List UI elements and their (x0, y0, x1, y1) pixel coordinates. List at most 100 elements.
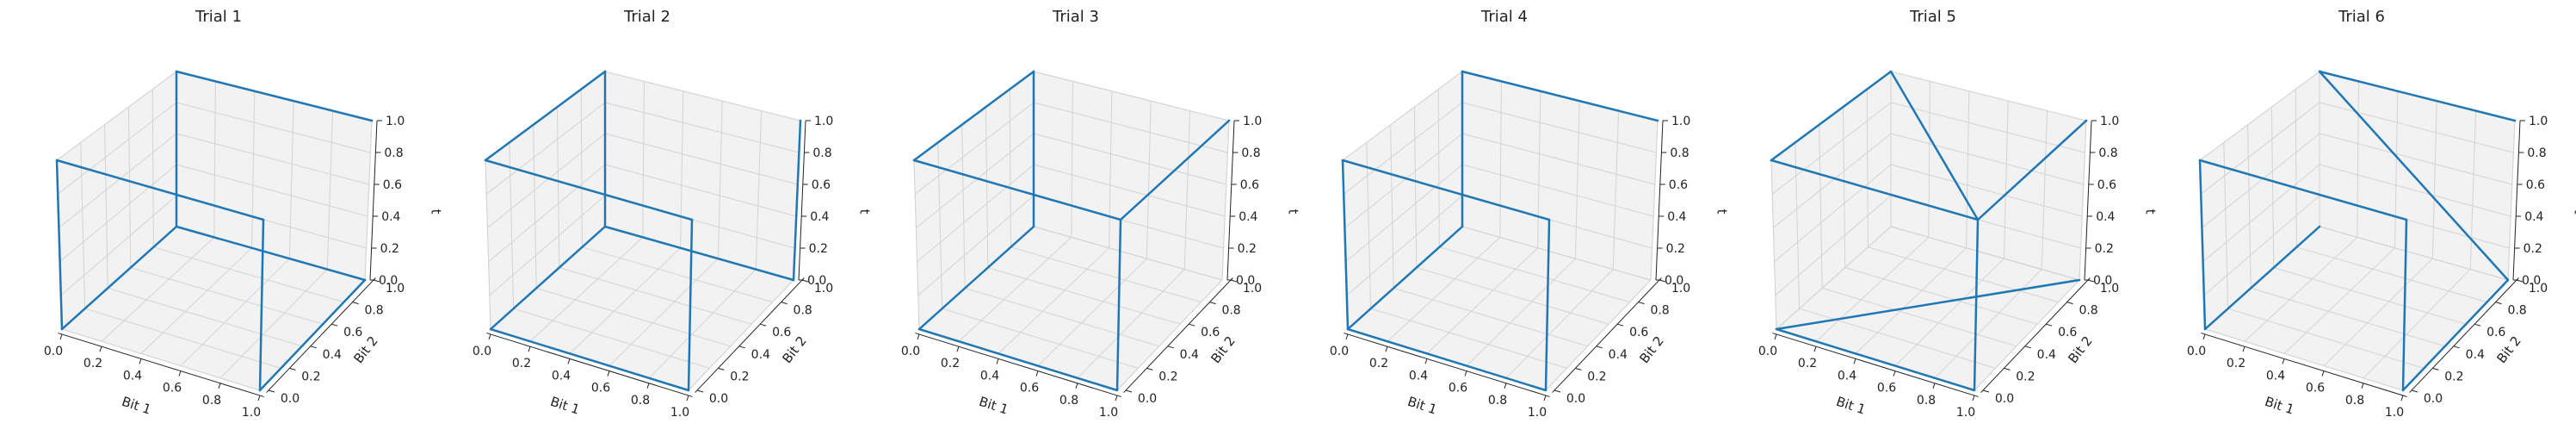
trajectory-segment (603, 225, 795, 282)
side-grid-z (1771, 102, 1892, 195)
back-grid-z (1461, 133, 1655, 185)
back-grid-x (2469, 110, 2477, 270)
trajectory-segment (1775, 327, 1976, 392)
z-tick-label: 0.8 (1241, 146, 1260, 160)
y-tick-mark (718, 367, 725, 370)
y-tick-mark (331, 323, 338, 327)
z-tick-label: 0.0 (1236, 274, 1255, 288)
z-tick-label: 0.4 (2096, 210, 2115, 224)
z-tick-label: 0.6 (1240, 178, 1259, 192)
floor-grid-x (998, 247, 1109, 354)
x-tick-mark (1345, 333, 1349, 340)
trajectory-point (603, 70, 607, 73)
back-grid-z (604, 164, 797, 217)
y-tick-label: 0.8 (793, 304, 812, 318)
y-tick-mark (2046, 323, 2053, 327)
x-tick-label: 0.0 (44, 345, 63, 358)
x-tick-mark (1035, 370, 1039, 377)
x-tick-label: 0.0 (1758, 345, 1777, 358)
trajectory-segment (1115, 218, 1122, 392)
back-grid-x (213, 81, 216, 238)
y-tick-label: 0.4 (751, 348, 770, 362)
x-tick-mark (218, 383, 221, 389)
floor-grid-y (1370, 308, 1567, 369)
floor-grid-y (1799, 308, 1996, 369)
floor-grid-y (2204, 328, 2404, 391)
trajectory-segment (912, 159, 1122, 221)
trajectory-segment (1346, 225, 1464, 331)
trajectory-point (792, 278, 795, 282)
trajectory-point (1115, 389, 1119, 392)
side-grid-y (556, 107, 560, 268)
x-tick-mark (956, 346, 960, 352)
trajectory-segment (489, 327, 690, 392)
trajectory-point (489, 327, 492, 331)
trajectory-segment (2318, 70, 2517, 122)
trajectory-segment (2198, 159, 2207, 331)
y-axis-line (2409, 277, 2519, 393)
back-grid-z (1033, 102, 1228, 153)
back-grid-x (2357, 81, 2359, 238)
x-tick-label: 0.8 (1059, 394, 1078, 408)
z-axis-label: t (1286, 209, 1301, 215)
z-tick-label: 0.6 (812, 178, 831, 192)
y-tick-mark (2474, 323, 2481, 327)
floor-grid-x (2283, 247, 2395, 354)
trajectory-point (1119, 218, 1122, 221)
z-tick-label: 0.0 (2522, 274, 2541, 288)
side-grid-z (1773, 133, 1892, 228)
z-tick-label: 1.0 (814, 115, 833, 128)
x-axis-label: Bit 1 (548, 394, 582, 418)
floor-grid-x (608, 258, 719, 366)
y-tick-mark (1209, 302, 1216, 305)
trajectory-point (2318, 70, 2321, 73)
trajectory-point (1889, 70, 1893, 73)
side-grid-z (1775, 195, 1892, 296)
x-tick-mark (488, 333, 491, 340)
trajectory-point (2513, 119, 2517, 122)
y-tick-label: 0.4 (323, 348, 342, 362)
y-tick-label: 0.6 (2058, 326, 2077, 339)
z-axis-label: t (1714, 209, 1730, 215)
floor-grid-x (1466, 258, 1576, 366)
subplot-2: 0.00.20.40.60.81.00.00.20.40.60.81.00.00… (473, 8, 873, 420)
y-tick-label: 1.0 (814, 282, 833, 296)
z-tick-label: 0.8 (1670, 146, 1689, 160)
y-tick-label: 0.8 (1221, 304, 1240, 318)
y-tick-mark (1146, 367, 1153, 370)
side-grid-y (1437, 89, 1440, 247)
trajectory-segment (1119, 119, 1231, 221)
back-grid-x (755, 110, 763, 270)
back-grid-x (326, 110, 334, 270)
floor-grid-y (1439, 246, 1630, 303)
floor-grid-y (2319, 226, 2509, 281)
z-axis-line (2084, 120, 2092, 281)
back-grid-z (604, 133, 798, 185)
x-tick-mark (567, 358, 571, 364)
floor-grid-y (61, 328, 261, 391)
x-tick-mark (139, 358, 142, 364)
trajectory-point (1544, 389, 1547, 392)
x-tick-label: 0.6 (2306, 382, 2325, 395)
back-grid-z (176, 164, 368, 217)
trajectory-point (603, 225, 607, 228)
z-tick-label: 1.0 (386, 115, 405, 128)
floor-grid-x (688, 279, 794, 391)
back-grid-z (604, 102, 800, 153)
x-tick-mark (1813, 346, 1817, 352)
side-grid-z (916, 133, 1035, 228)
y-axis-line (1552, 277, 1662, 393)
side-grid-y (2247, 124, 2252, 289)
trajectory-segment (1346, 327, 1547, 392)
back-grid-x (1928, 81, 1930, 238)
x-tick-label: 0.4 (980, 369, 999, 383)
x-tick-mark (1774, 333, 1777, 340)
trajectory-segment (1341, 159, 1350, 331)
side-grid-z (2203, 195, 2320, 296)
trajectory-segment (1889, 70, 1980, 221)
floor-grid-x (1545, 279, 1652, 391)
trajectory-segment (2401, 278, 2510, 392)
floor-grid-x (1505, 269, 1614, 379)
x-tick-label: 0.0 (901, 345, 920, 358)
y-tick-label: 1.0 (2529, 282, 2548, 296)
